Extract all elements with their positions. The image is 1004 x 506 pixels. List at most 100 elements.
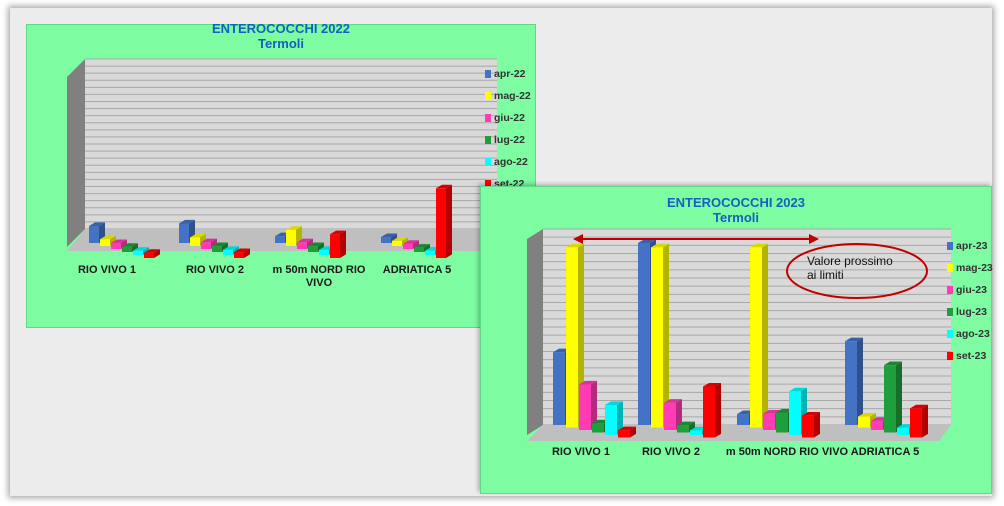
c1-bar-set-22 <box>436 188 446 258</box>
c1-bar-top <box>179 219 195 224</box>
chart-2022-subtitle: Termoli <box>258 36 304 51</box>
chart-2022-svg: RIO VIVO 1 RIO VIVO 2 m 50m NORD RIO VIVO AD… <box>67 58 531 289</box>
c1-bar-top <box>330 230 346 235</box>
c2-legend-swatch <box>947 264 953 272</box>
c2-annotation-arrowhead-left <box>573 234 583 244</box>
c1-bar-top <box>133 247 149 251</box>
c2-bar-lug-23 <box>677 425 689 433</box>
c2-bar-top <box>802 412 820 416</box>
c1-bar-ago-22 <box>133 250 143 255</box>
c1-bar-lug-22 <box>414 247 424 252</box>
c1-legend-label: ago-22 <box>494 156 528 168</box>
c1-legend-label: giu-22 <box>494 112 525 124</box>
c2-legend-label: mag-23 <box>956 262 993 274</box>
c2-bar-side <box>762 243 768 428</box>
c1-bar-top <box>144 249 160 253</box>
c2-bar-top <box>664 399 682 403</box>
c1-bar-top <box>111 239 127 244</box>
c1-bar-mag-22 <box>392 240 402 246</box>
c1-legend-swatch <box>485 70 491 78</box>
c1-category-label: RIO VIVO 1 <box>78 264 136 276</box>
c1-bar-side <box>340 230 346 258</box>
c1-bar-lug-22 <box>308 246 318 252</box>
c1-category-label-line: VIVO <box>306 277 333 289</box>
c2-bar-apr-23 <box>737 414 749 425</box>
c1-legend-swatch <box>485 180 491 188</box>
c1-bar-top <box>392 237 408 241</box>
chart-2022-panel: ENTEROCOCCHI 2022 Termoli RIO VIVO 1 RIO … <box>26 21 536 328</box>
c2-bar-side <box>814 412 820 438</box>
c2-bar-top <box>579 380 597 385</box>
c1-bar-top <box>414 244 430 248</box>
c1-bar-set-22 <box>144 252 154 258</box>
c2-bar-apr-23 <box>553 352 565 425</box>
c2-bar-side <box>591 380 597 430</box>
c2-bar-side <box>857 337 863 425</box>
c2-bar-side <box>630 426 636 438</box>
c1-bar-ago-22 <box>425 250 435 255</box>
c1-bar-top <box>436 184 452 189</box>
c1-bar-mag-22 <box>190 237 200 246</box>
c2-bar-giu-23 <box>871 420 883 430</box>
c2-bar-apr-23 <box>638 243 650 425</box>
c2-bar-lug-23 <box>592 423 604 433</box>
c2-bar-giu-23 <box>763 413 775 430</box>
c1-bar-apr-22 <box>275 236 285 243</box>
c2-category-label: m 50m NORD RIO VIVO <box>726 446 849 458</box>
c2-annotation-text: Valore prossimo ai limiti <box>807 254 893 282</box>
c2-bar-mag-23 <box>750 247 762 428</box>
c1-bar-lug-22 <box>122 246 132 252</box>
c1-bar-top <box>297 238 313 243</box>
c2-bar-side <box>896 361 902 433</box>
c2-legend-label: lug-23 <box>956 306 987 318</box>
c1-legend-label: mag-22 <box>494 90 531 102</box>
c2-bar-side <box>663 243 669 428</box>
c1-category-label-line: RIO VIVO 1 <box>78 264 136 276</box>
c1-legend-swatch <box>485 158 491 166</box>
c2-bar-mag-23 <box>858 416 870 428</box>
c2-legend-swatch <box>947 330 953 338</box>
c2-bar-ago-23 <box>789 391 801 435</box>
chart-2023-subtitle: Termoli <box>713 210 759 225</box>
c2-bar-ago-23 <box>690 430 702 435</box>
c2-bar-top <box>845 337 863 342</box>
c1-bar-set-22 <box>234 252 244 258</box>
c2-legend-swatch <box>947 352 953 360</box>
c2-bar-set-23 <box>910 408 922 438</box>
c2-legend-label: set-23 <box>956 350 987 362</box>
c2-category-label: RIO VIVO 2 <box>642 446 700 458</box>
c1-bar-top <box>308 242 324 247</box>
c2-legend-swatch <box>947 242 953 250</box>
c2-bar-top <box>618 426 636 431</box>
c2-bar-top <box>763 410 781 414</box>
c1-bar-mag-22 <box>100 239 110 246</box>
c1-bar-giu-22 <box>297 242 307 249</box>
c1-bar-giu-22 <box>111 243 121 249</box>
c2-bar-top <box>677 421 695 426</box>
c2-bar-set-23 <box>802 415 814 438</box>
c2-category-label: RIO VIVO 1 <box>552 446 610 458</box>
c2-annotation-ellipse <box>786 243 928 299</box>
c1-bar-top <box>286 226 302 230</box>
c2-bar-top <box>910 404 928 409</box>
c1-category-label: RIO VIVO 2 <box>186 264 244 276</box>
c2-bar-top <box>884 361 902 366</box>
c1-bar-top <box>212 242 228 247</box>
chart-2023-title: ENTEROCOCCHI 2023 <box>667 195 805 210</box>
c2-bar-side <box>617 401 623 435</box>
c2-bar-set-23 <box>618 430 630 438</box>
c1-legend-swatch <box>485 92 491 100</box>
c2-bar-side <box>715 382 721 438</box>
c2-legend-label: apr-23 <box>956 240 988 252</box>
c1-bar-giu-22 <box>201 242 211 249</box>
c2-category-label-line: RIO VIVO 2 <box>642 446 700 458</box>
c1-category-label: ADRIATICA 5 <box>383 264 451 276</box>
c1-legend-label: apr-22 <box>494 68 526 80</box>
c1-bar-side <box>413 240 419 249</box>
c2-category-label-line: m 50m NORD RIO VIVO <box>726 446 849 458</box>
c2-bar-lug-23 <box>776 412 788 433</box>
c1-legend-swatch <box>485 136 491 144</box>
c1-category-label-line: ADRIATICA 5 <box>383 264 451 276</box>
c2-category-label-line: ADRIATICA 5 <box>851 446 919 458</box>
c2-bar-top <box>789 387 807 392</box>
